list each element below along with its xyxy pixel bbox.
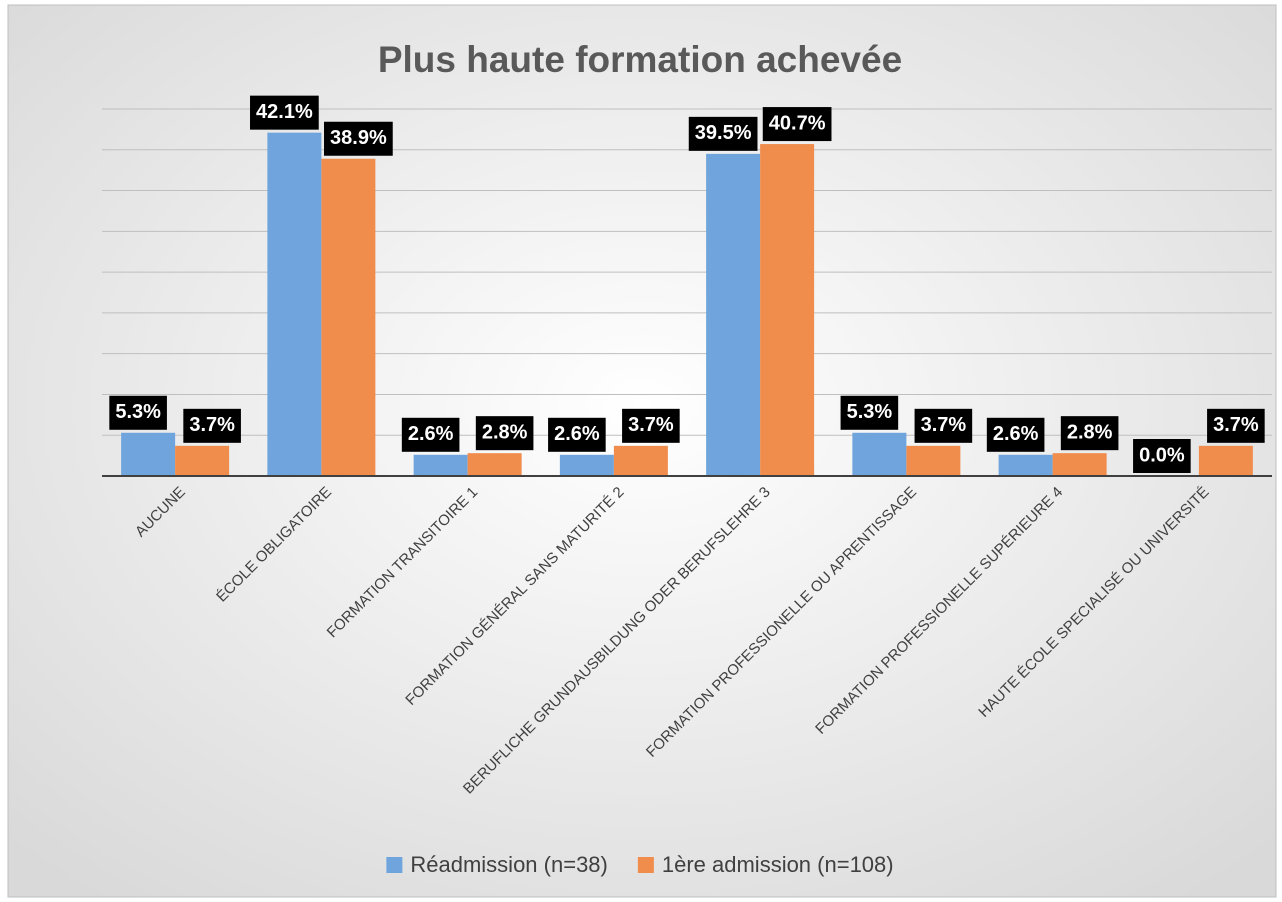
bar	[852, 432, 907, 476]
data-label: 2.6%	[408, 423, 454, 445]
data-label-group: 2.6%	[401, 417, 460, 452]
data-label-box	[1133, 439, 1191, 473]
data-label-box	[688, 116, 758, 151]
data-label-box	[986, 417, 1045, 452]
bar	[760, 144, 815, 476]
data-label-group: 3.7%	[183, 408, 241, 443]
data-label: 3.7%	[189, 414, 235, 436]
data-label-box	[1060, 416, 1119, 451]
data-label: 3.7%	[1213, 414, 1259, 436]
legend-label: Réadmission (n=38)	[410, 852, 607, 877]
data-label-box	[840, 395, 899, 430]
data-label-group: 3.7%	[1207, 408, 1265, 443]
data-label: 5.3%	[847, 401, 893, 423]
data-label-group: 42.1%	[250, 95, 319, 130]
data-label-group: 40.7%	[762, 107, 832, 142]
data-label-group: 3.7%	[622, 408, 680, 443]
data-label-box	[109, 395, 167, 430]
data-label-box	[250, 95, 319, 130]
data-label-group: 5.3%	[840, 395, 899, 430]
bar	[1198, 445, 1253, 476]
chart-title: Plus haute formation achevée	[378, 39, 902, 80]
bar	[998, 454, 1053, 476]
bar	[906, 445, 961, 476]
data-label-group: 38.9%	[324, 121, 393, 156]
data-label: 2.6%	[993, 423, 1039, 445]
bar	[467, 453, 522, 476]
bar	[267, 132, 322, 476]
legend-label: 1ère admission (n=108)	[662, 852, 894, 877]
bar	[121, 432, 176, 476]
bar	[175, 445, 230, 476]
legend-swatch	[386, 857, 403, 873]
data-label: 38.9%	[330, 127, 387, 149]
data-label: 2.6%	[554, 423, 600, 445]
data-label: 2.8%	[482, 421, 528, 443]
data-label-box	[622, 408, 680, 443]
data-label-box	[1207, 408, 1265, 443]
data-label: 0.0%	[1139, 444, 1185, 466]
data-label-box	[548, 417, 606, 452]
data-label: 3.7%	[921, 414, 967, 436]
bar	[559, 454, 614, 476]
data-label-box	[762, 107, 832, 142]
data-label: 5.3%	[115, 401, 161, 423]
data-label: 3.7%	[628, 414, 674, 436]
bar	[706, 153, 761, 476]
data-label-group: 2.6%	[548, 417, 606, 452]
data-label-box	[324, 121, 393, 156]
data-label-box	[183, 408, 241, 443]
data-label-group: 5.3%	[109, 395, 167, 430]
bar	[613, 445, 668, 476]
data-label: 40.7%	[769, 112, 826, 134]
data-label-box	[401, 417, 460, 452]
data-label-group: 2.8%	[475, 416, 534, 451]
data-label: 39.5%	[695, 122, 752, 144]
legend-swatch	[637, 857, 654, 873]
legend: Réadmission (n=38) 1ère admission (n=108)	[386, 852, 894, 877]
data-label: 42.1%	[256, 101, 313, 123]
data-label-box	[914, 408, 973, 443]
data-label: 2.8%	[1067, 421, 1113, 443]
data-label-group: 2.8%	[1060, 416, 1119, 451]
data-label-group: 2.6%	[986, 417, 1045, 452]
data-label-group: 39.5%	[688, 116, 758, 151]
bar	[413, 454, 468, 476]
data-label-group: 0.0%	[1133, 439, 1191, 473]
bar	[321, 158, 376, 476]
data-label-group: 3.7%	[914, 408, 973, 443]
data-label-box	[475, 416, 534, 451]
bar	[1052, 453, 1107, 476]
